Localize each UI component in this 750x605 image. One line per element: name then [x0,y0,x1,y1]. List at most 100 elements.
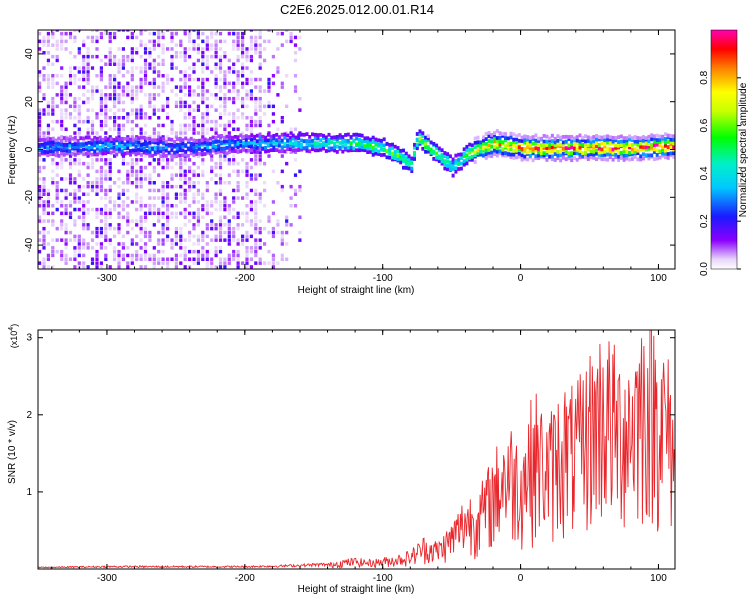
snr-multiplier-close: ) [9,324,19,327]
heatmap-cell [371,135,375,140]
heatmap-cell [62,152,66,157]
heatmap-cell [104,136,108,140]
heatmap-cell [531,137,535,142]
heatmap-cell [223,158,227,162]
heatmap-cell [214,43,218,47]
heatmap-cell [143,116,148,120]
heatmap-cell [241,51,245,55]
heatmap-cell [300,147,303,152]
heatmap-cell [608,147,612,152]
heatmap-cell [170,150,174,154]
heatmap-cell [271,74,275,78]
heatmap-cell [192,149,196,154]
heatmap-cell [161,81,165,86]
heatmap-cell [476,140,480,145]
heatmap-cell [139,219,143,223]
heatmap-cell [195,139,199,143]
heatmap-cell [148,188,152,193]
heatmap-cell [223,93,227,97]
heatmap-cell [183,112,187,116]
heatmap-cell [258,257,262,261]
heatmap-cell [227,66,231,70]
heatmap-cell [550,154,554,159]
heatmap-cell [90,147,94,152]
heatmap-cell [338,141,342,145]
heatmap-cell [249,54,253,59]
heatmap-cell [139,177,143,181]
heatmap-cell [152,165,156,170]
heatmap-cell [509,135,513,140]
heatmap-cell [188,165,192,170]
heatmap-cell [148,51,152,55]
heatmap-cell [487,143,491,148]
heatmap-cell [79,136,83,141]
heatmap-cell [501,151,505,156]
heatmap-cell [245,238,249,242]
heatmap-cell [203,147,207,151]
heatmap-cell [162,141,166,145]
heatmap-cell [90,89,95,93]
heatmap-cell [245,89,249,93]
heatmap-cell [595,134,598,138]
heatmap-cell [249,188,253,193]
heatmap-cell [104,62,108,66]
heatmap-cell [245,246,249,250]
heatmap-cell [46,74,50,78]
heatmap-cell [608,135,612,140]
heatmap-cell [121,127,125,131]
heatmap-cell [42,211,46,216]
heatmap-cell [236,249,240,254]
heatmap-cell [482,148,485,153]
heatmap-cell [113,200,117,204]
heatmap-cell [291,141,295,146]
heatmap-cell [68,146,73,151]
heatmap-cell [214,131,218,135]
heatmap-cell [148,161,152,166]
heatmap-cell [49,149,52,154]
heatmap-cell [167,142,171,147]
heatmap-cell [595,148,598,153]
heatmap-cell [68,135,73,139]
heatmap-cell [322,136,325,140]
heatmap-cell [228,138,232,142]
heatmap-cell [446,164,450,168]
y-tick-label: 1 [26,487,32,498]
heatmap-cell [170,123,174,128]
heatmap-cell [170,137,174,142]
heatmap-cell [581,138,585,143]
heatmap-cell [244,134,248,138]
heatmap-cell [108,265,112,269]
heatmap-cell [188,169,192,174]
heatmap-cell [465,157,469,162]
heatmap-cell [206,145,210,150]
heatmap-cell [368,142,372,147]
heatmap-cell [413,145,416,150]
heatmap-cell [126,136,130,141]
heatmap-cell [302,139,306,143]
heatmap-cell [200,138,204,143]
heatmap-cell [218,226,223,231]
heatmap-cell [611,147,615,152]
heatmap-cell [62,142,66,147]
heatmap-cell [113,249,117,254]
heatmap-cell [333,145,337,150]
heatmap-cell [130,66,134,70]
y-tick-label: 0 [24,146,35,152]
heatmap-cell [523,156,527,161]
heatmap-cell [454,161,458,165]
heatmap-cell [650,133,654,138]
heatmap-cell [183,116,187,120]
heatmap-cell [484,156,488,160]
heatmap-cell [253,134,257,139]
heatmap-cell [236,188,240,193]
heatmap-cell [293,139,298,143]
heatmap-cell [82,85,86,89]
heatmap-cell [285,223,289,227]
heatmap-cell [64,31,68,36]
heatmap-cell [484,137,488,141]
heatmap-cell [76,142,80,147]
heatmap-cell [161,238,165,242]
heatmap-cell [267,104,271,109]
heatmap-cell [68,215,73,219]
heatmap-cell [633,135,637,139]
